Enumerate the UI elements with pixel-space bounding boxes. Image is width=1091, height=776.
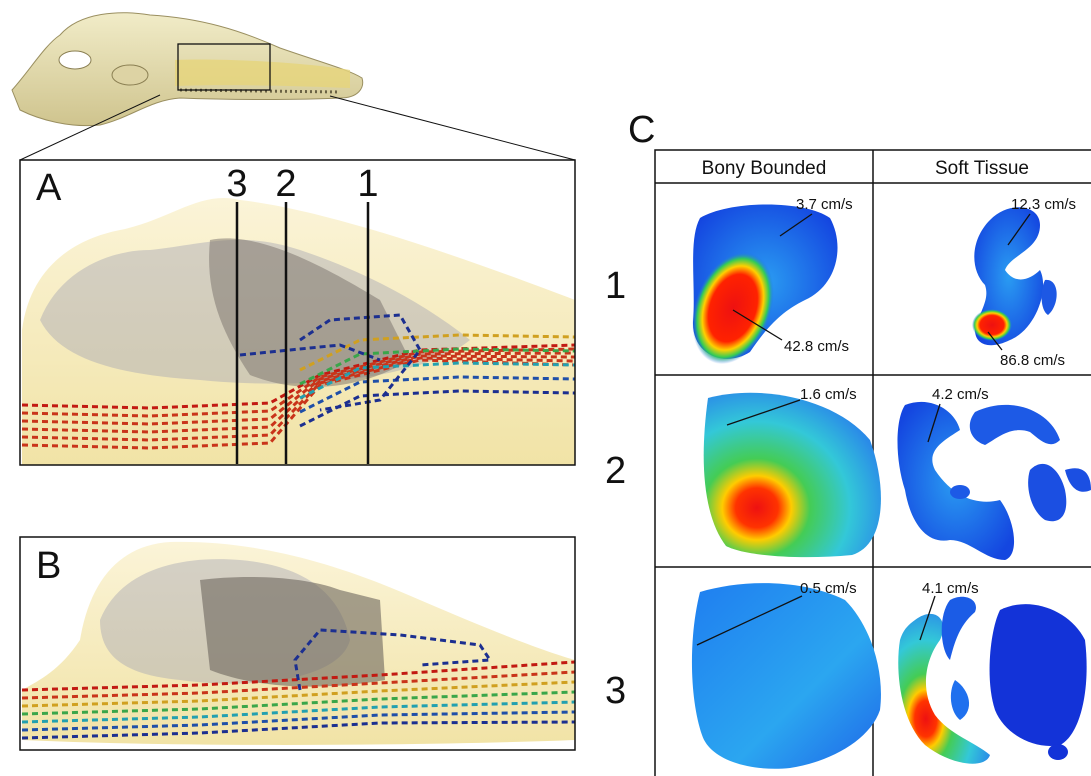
panel-label: C <box>628 109 655 151</box>
velocity-label: 0.5 cm/s <box>800 580 857 597</box>
section-label: 3 <box>226 163 247 205</box>
panel-label: A <box>36 167 62 209</box>
velocity-field <box>1065 468 1091 492</box>
velocity-label: 4.2 cm/s <box>932 386 989 403</box>
section-label: 1 <box>357 163 378 205</box>
velocity-field <box>951 680 969 720</box>
row-label: 2 <box>605 450 626 492</box>
panel-label: B <box>36 545 61 587</box>
velocity-field <box>990 604 1087 746</box>
velocity-field <box>1028 464 1066 521</box>
section-label: 2 <box>275 163 296 205</box>
skull-orbit <box>112 65 148 85</box>
row-label: 3 <box>605 670 626 712</box>
column-header: Bony Bounded <box>702 158 827 179</box>
velocity-field <box>970 405 1060 445</box>
velocity-field <box>704 393 881 557</box>
velocity-field <box>692 583 881 769</box>
velocity-field <box>1048 744 1068 760</box>
skull-fenestra <box>59 51 91 69</box>
velocity-label: 86.8 cm/s <box>1000 352 1065 369</box>
zoom-line <box>330 96 575 160</box>
skull <box>12 13 363 126</box>
velocity-label: 4.1 cm/s <box>922 580 979 597</box>
velocity-field <box>1042 280 1057 315</box>
panel-a: A 3 2 1 <box>20 160 575 465</box>
panel-b: B <box>20 537 575 750</box>
velocity-field <box>950 485 970 499</box>
panel-c: C Bony Bounded Soft Tissue 1 2 3 3.7 <box>605 109 1091 776</box>
velocity-label: 42.8 cm/s <box>784 338 849 355</box>
velocity-label: 12.3 cm/s <box>1011 196 1076 213</box>
velocity-field <box>942 597 976 660</box>
row-label: 1 <box>605 265 626 307</box>
column-header: Soft Tissue <box>935 158 1029 179</box>
velocity-label: 3.7 cm/s <box>796 196 853 213</box>
velocity-label: 1.6 cm/s <box>800 386 857 403</box>
figure: A 3 2 1 B C Bony Bounded Soft Tissue 1 2… <box>0 0 1091 776</box>
